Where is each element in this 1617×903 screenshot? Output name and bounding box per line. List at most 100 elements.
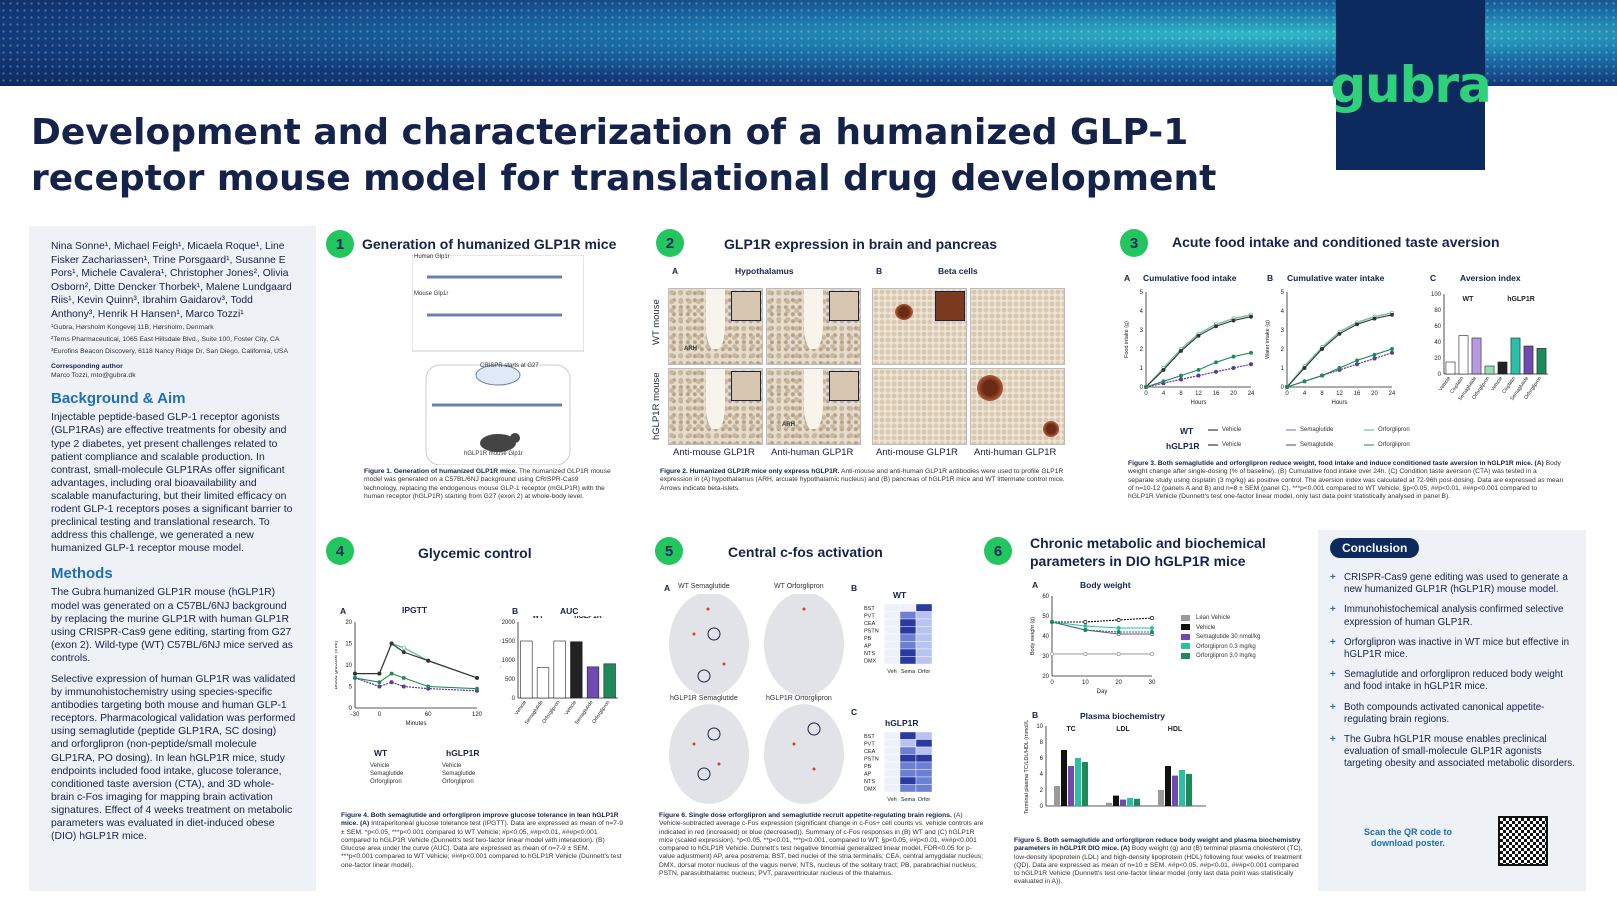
bar: [1082, 762, 1088, 806]
heatmap-col-label: Veh: [887, 797, 896, 803]
data-point: [1231, 318, 1236, 323]
y-tick-label: 20: [345, 620, 352, 626]
figure-3-caption: Figure 3. Both semaglutide and orforglip…: [1128, 460, 1564, 501]
series-line: [1286, 312, 1393, 388]
qr-caption: Scan the QR code to download poster.: [1363, 827, 1452, 848]
y-tick-label: 0: [349, 706, 353, 712]
data-point: [426, 684, 431, 689]
bar: [1068, 766, 1074, 806]
section-2-heading: GLP1R expression in brain and pancreas: [724, 236, 998, 252]
hglp1r-legend-label: hGLP1R: [1166, 441, 1200, 451]
heatmap-wt: BST PVT CEA PSTN PB AP NTS DMX Veh Sema Orfor: [862, 602, 962, 683]
y-tick-label: 60: [1042, 594, 1049, 600]
region-label: DMX: [864, 787, 877, 793]
bar: [1158, 790, 1164, 806]
x-axis-label: Hours: [1190, 400, 1206, 406]
y-tick-label: 30: [1042, 654, 1049, 660]
heatmap-cell: [899, 641, 917, 650]
conclusion-item: Immunohistochemical analysis confirmed s…: [1330, 604, 1575, 628]
y-tick-label: 4: [1140, 309, 1144, 315]
region-label: PB: [864, 764, 872, 770]
x-axis-label: Hours: [1331, 400, 1347, 406]
panel-3a-label: A: [1124, 273, 1131, 283]
bar: [1179, 770, 1185, 806]
panel-4b-label: B: [512, 606, 519, 616]
x-tick-label: 8: [1320, 391, 1324, 397]
heatmap-cell: [899, 648, 917, 657]
heatmap-cell: [883, 633, 901, 642]
figure-6-caption: Figure 6. Single dose orforglipron and s…: [659, 812, 984, 878]
wt-sema-label: WT Semaglutide: [678, 583, 730, 590]
heatmap-cell: [883, 641, 901, 650]
aversion-title: Aversion index: [1460, 273, 1521, 283]
mouse-head-icon: [510, 433, 520, 443]
data-point: [1249, 314, 1253, 319]
panel-6a-label: A: [1032, 580, 1039, 590]
wt-hypo-mouse-ab: [668, 288, 763, 365]
region-label: PB: [864, 636, 872, 642]
crispr-diagram: [412, 255, 584, 465]
arh-label-1: ARH: [684, 346, 697, 352]
data-point: [1083, 620, 1088, 624]
x-tick-label: 0: [378, 712, 382, 718]
heatmap-cell: [899, 739, 917, 748]
heatmap-cell: [899, 731, 917, 740]
heatmap-col-label: Orfor: [918, 797, 931, 803]
heatmap-cell: [915, 611, 933, 620]
heatmap-cell: [915, 626, 933, 635]
section-5-heading: Central c-fos activation: [728, 544, 883, 560]
hg-hypo-human-ab: [766, 368, 861, 445]
x-tick-label: 20: [1230, 391, 1237, 397]
data-point: [1196, 373, 1201, 378]
auc-title: AUC: [560, 606, 579, 616]
heatmap-cell: [899, 611, 917, 620]
data-point: [1337, 331, 1342, 336]
data-point: [1116, 626, 1121, 630]
affiliation-3: ³Eurofins Beacon Discovery, 6118 Nancy R…: [51, 347, 288, 355]
data-point: [1355, 358, 1359, 363]
bar: [1458, 335, 1469, 375]
section-6-heading-1: Chronic metabolic and biochemical: [1030, 535, 1266, 551]
hg-orfo-label: hGLP1R Orforglipron: [766, 695, 832, 702]
y-tick-label: 15: [345, 642, 352, 648]
heatmap-cell: [883, 739, 901, 748]
y-tick-label: 20: [1042, 674, 1049, 680]
beta-cells-label: Beta cells: [938, 266, 978, 276]
x-tick-label: 12: [1195, 391, 1202, 397]
x-tick-label: 0: [1050, 680, 1054, 686]
heatmap-cell: [915, 603, 933, 612]
heatmap-cell: [915, 761, 933, 770]
wt-orfo-label: WT Orforglipron: [774, 583, 824, 590]
heatmap-cell: [915, 618, 933, 627]
heatmap-hg-title: hGLP1R: [885, 718, 919, 728]
bar: [1172, 775, 1178, 806]
region-label: AP: [864, 644, 872, 650]
series-line: [354, 672, 478, 690]
legend-6: Lean Vehicle Vehicle Semaglutide 30 nmol/k…: [1196, 615, 1261, 659]
data-point: [1337, 366, 1342, 370]
y-axis-label: Blood glucose (mM): [335, 640, 339, 689]
data-point: [353, 675, 357, 680]
heatmap-cell: [915, 731, 933, 740]
data-point: [1150, 652, 1154, 656]
qr-code[interactable]: [1498, 816, 1548, 866]
y-tick-label: 1500: [502, 639, 516, 645]
y-tick-label: 8: [1040, 740, 1044, 746]
x-tick-label: 16: [1213, 391, 1220, 397]
bar: [1075, 758, 1081, 806]
hg-pancreas-human-ab: [970, 368, 1065, 445]
food-intake-title: Cumulative food intake: [1143, 273, 1237, 283]
affiliation-2: ²Terns Pharmaceutical, 1065 East Hillsda…: [51, 335, 280, 343]
data-point: [377, 680, 382, 685]
y-tick-label: 6: [1040, 756, 1044, 762]
x-tick-label: 24: [1389, 391, 1396, 397]
data-point: [1161, 379, 1166, 384]
gene-box: [412, 255, 584, 352]
heatmap-cell: [915, 648, 933, 657]
y-tick-label: 500: [505, 677, 516, 683]
y-tick-label: 50: [1042, 614, 1049, 620]
bar: [1113, 795, 1119, 806]
data-point: [1150, 616, 1154, 620]
heatmap-cell: [883, 746, 901, 755]
